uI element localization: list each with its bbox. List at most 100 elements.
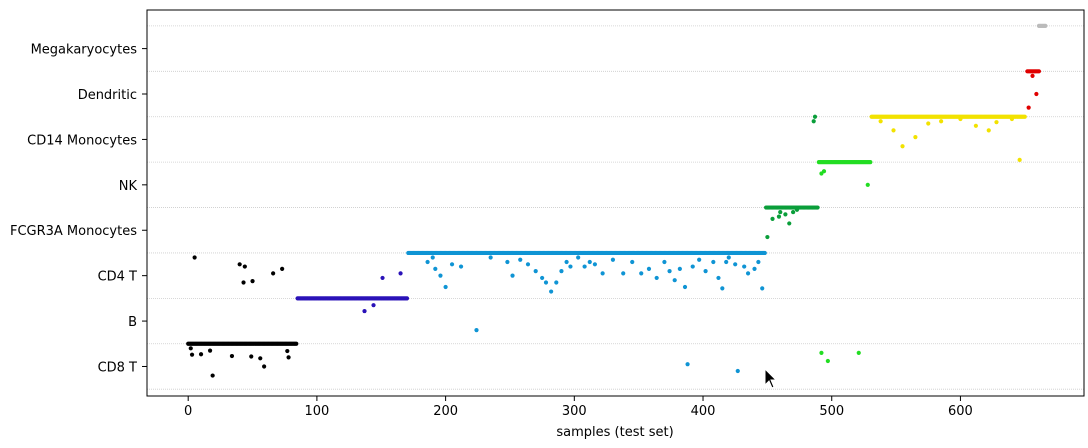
series-b	[295, 271, 410, 314]
data-point	[1026, 105, 1031, 110]
data-point	[371, 303, 376, 308]
data-point	[973, 123, 978, 128]
gridlines	[147, 25, 1084, 390]
y-axis: CD8 T B CD4 T FCGR3A Monocytes NK CD14 Monocy…	[10, 43, 147, 375]
data-point	[540, 275, 545, 281]
data-point	[958, 116, 963, 122]
y-tick-label: Dendritic	[78, 88, 137, 103]
series-cd8-t	[186, 255, 299, 378]
data-point	[825, 358, 830, 364]
data-point	[662, 259, 667, 265]
data-point	[518, 257, 523, 262]
data-point	[690, 264, 695, 269]
series-fcgr3a-monocytes	[763, 114, 820, 240]
data-point	[770, 216, 775, 221]
data-point	[488, 255, 493, 260]
y-tick-label: Megakaryocytes	[31, 43, 138, 58]
data-point	[543, 280, 549, 285]
data-point	[510, 273, 515, 278]
data-point	[720, 286, 725, 291]
data-point	[1043, 23, 1048, 28]
data-point	[449, 262, 455, 267]
data-point	[639, 271, 644, 276]
data-point	[280, 266, 285, 271]
data-point	[787, 221, 792, 226]
data-point	[1030, 73, 1035, 78]
data-point	[559, 269, 564, 274]
data-point	[433, 266, 438, 271]
data-point	[939, 119, 944, 124]
data-point	[525, 262, 531, 267]
data-point	[380, 275, 385, 281]
data-point	[587, 259, 592, 265]
data-point	[1009, 116, 1015, 122]
data-point	[697, 257, 702, 262]
data-point	[438, 273, 443, 278]
data-point	[568, 264, 573, 269]
data-point	[733, 262, 738, 267]
data-point	[258, 356, 263, 361]
data-points	[186, 23, 1048, 378]
plot-frame	[146, 9, 1085, 397]
data-point	[735, 368, 740, 374]
x-axis-title: samples (test set)	[556, 425, 673, 440]
data-point	[249, 354, 254, 359]
data-point	[207, 348, 213, 353]
data-point	[891, 128, 896, 133]
x-tick-label: 200	[433, 404, 458, 419]
data-point	[716, 275, 721, 281]
data-point	[621, 271, 626, 276]
data-point	[646, 266, 652, 271]
data-point	[549, 289, 554, 294]
data-point	[986, 128, 991, 133]
data-point	[913, 135, 918, 140]
data-point	[237, 262, 242, 267]
data-point	[592, 262, 598, 267]
data-point	[458, 264, 464, 269]
data-point	[533, 269, 538, 274]
data-point	[812, 114, 818, 119]
data-point	[672, 278, 677, 283]
data-point	[398, 271, 403, 276]
data-point	[286, 355, 291, 360]
data-point	[752, 266, 757, 271]
data-point	[856, 350, 861, 355]
data-point	[1034, 91, 1039, 97]
data-point	[726, 255, 731, 260]
data-point	[682, 284, 688, 290]
data-point	[667, 269, 672, 274]
data-point	[474, 328, 479, 333]
data-point	[778, 209, 783, 215]
data-point	[294, 341, 299, 346]
x-tick-label: 100	[304, 404, 329, 419]
data-point	[654, 275, 659, 281]
data-point	[742, 264, 747, 269]
data-point	[794, 207, 800, 212]
data-point	[994, 120, 999, 125]
series-dendritic	[1025, 69, 1042, 110]
y-tick-label: CD4 T	[98, 270, 137, 285]
data-point	[760, 286, 765, 291]
data-point	[192, 255, 197, 260]
data-point	[711, 259, 716, 265]
data-point	[430, 255, 435, 260]
y-tick-label: CD8 T	[98, 360, 137, 375]
data-point	[868, 160, 873, 165]
data-point	[554, 280, 559, 285]
data-point	[765, 234, 770, 240]
data-point	[685, 362, 690, 367]
x-tick-label: 300	[562, 404, 587, 419]
data-point	[188, 346, 193, 351]
data-point	[703, 269, 708, 274]
x-tick-label: 500	[819, 404, 844, 419]
data-point	[865, 182, 870, 187]
data-point	[600, 271, 605, 276]
y-tick-label: NK	[119, 179, 138, 194]
data-point	[210, 373, 215, 378]
data-point	[745, 271, 751, 276]
data-point	[776, 214, 782, 219]
data-point	[791, 209, 796, 215]
data-point	[630, 259, 635, 265]
y-tick-label: B	[128, 315, 137, 330]
